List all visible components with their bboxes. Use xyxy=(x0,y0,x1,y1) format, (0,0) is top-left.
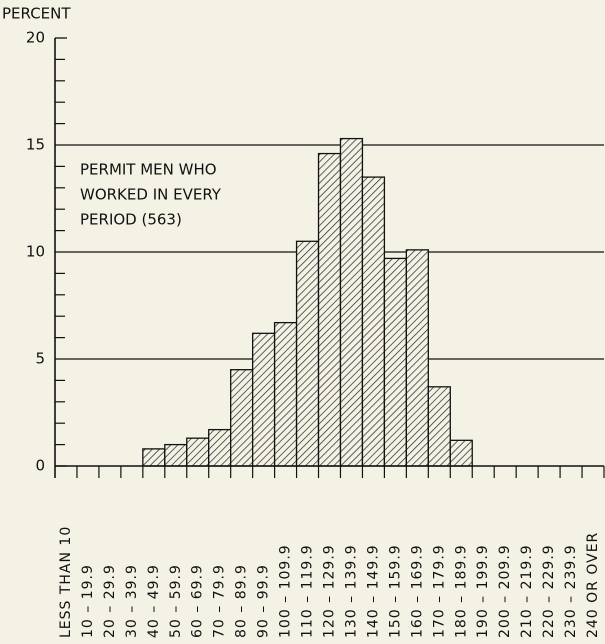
x-tick-label: 10 – 19.9 xyxy=(80,564,96,638)
y-tick-label: 20 xyxy=(26,29,45,47)
bar xyxy=(427,386,451,467)
bar xyxy=(383,257,408,467)
bar xyxy=(295,240,320,467)
bar xyxy=(142,448,166,467)
x-tick-label: 30 – 39.9 xyxy=(124,564,140,638)
x-tick-label: 180 – 189.9 xyxy=(453,544,469,638)
x-tick-label: 220 – 229.9 xyxy=(541,544,557,638)
y-axis-label: PERCENT xyxy=(2,5,71,23)
x-tick-label: 210 – 219.9 xyxy=(519,544,535,638)
x-tick-label: 130 – 139.9 xyxy=(343,544,359,638)
bar xyxy=(339,137,364,467)
x-tick-label: 80 – 89.9 xyxy=(234,564,250,638)
x-tick-label: 150 – 159.9 xyxy=(387,544,403,638)
y-tick-label: 15 xyxy=(26,136,45,154)
x-tick-label: 50 – 59.9 xyxy=(168,564,184,638)
bar xyxy=(273,321,298,467)
bar xyxy=(186,437,210,467)
x-tick-label: 190 – 199.9 xyxy=(475,544,491,638)
x-tick-label: 170 – 179.9 xyxy=(431,544,447,638)
y-tick-label: 10 xyxy=(26,243,45,261)
x-tick-label: 230 – 239.9 xyxy=(563,544,579,638)
x-tick-label: 240 OR OVER xyxy=(585,532,601,638)
x-tick-label: 100 – 109.9 xyxy=(278,544,294,638)
x-tick-label: 120 – 129.9 xyxy=(322,544,338,638)
x-tick-label: LESS THAN 10 xyxy=(58,526,74,638)
x-tick-label: 110 – 119.9 xyxy=(300,544,316,638)
x-tick-label: 90 – 99.9 xyxy=(256,564,272,638)
y-tick-label: 5 xyxy=(35,350,45,368)
annotation: PERMIT MEN WHO xyxy=(80,161,217,179)
x-tick-label: 140 – 149.9 xyxy=(365,544,381,638)
bar xyxy=(251,332,276,467)
x-tick-label: 40 – 49.9 xyxy=(146,564,162,638)
annotation: WORKED IN EVERY xyxy=(80,186,222,204)
bar xyxy=(230,369,254,467)
x-tick-label: 160 – 169.9 xyxy=(409,544,425,638)
x-tick-label: 20 – 29.9 xyxy=(102,564,118,638)
bar xyxy=(164,443,188,467)
bar xyxy=(361,176,386,467)
bar xyxy=(405,249,429,467)
bar xyxy=(449,439,473,467)
x-tick-label: 70 – 79.9 xyxy=(212,564,228,638)
bar xyxy=(317,152,342,467)
y-tick-label: 0 xyxy=(35,457,45,475)
annotation: PERIOD (563) xyxy=(80,211,182,229)
bar xyxy=(208,428,232,467)
x-tick-label: 200 – 209.9 xyxy=(497,544,513,638)
x-tick-label: 60 – 69.9 xyxy=(190,564,206,638)
